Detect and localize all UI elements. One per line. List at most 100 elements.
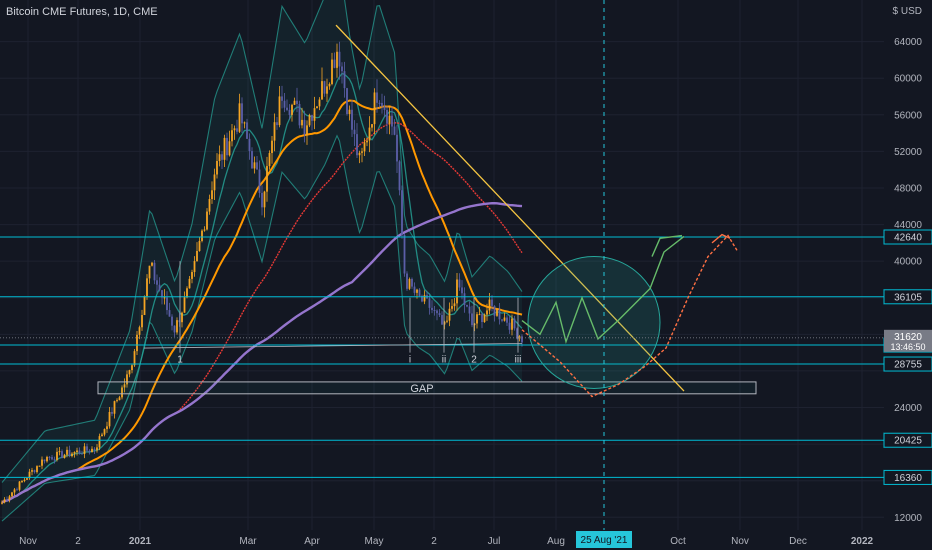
candle-body <box>446 320 448 322</box>
candle-body <box>373 92 376 125</box>
candle-body <box>466 304 468 307</box>
candle-body <box>468 306 471 314</box>
candle-body <box>266 166 268 192</box>
candle-body <box>36 466 38 473</box>
candle-body <box>383 106 386 110</box>
candle-body <box>483 314 486 323</box>
candle-body <box>291 104 293 115</box>
candle-body <box>341 66 343 72</box>
candle-body <box>253 162 256 169</box>
candle-body <box>411 278 413 287</box>
candle-body <box>406 273 408 289</box>
candle-body <box>398 161 401 191</box>
candle-body <box>58 451 61 453</box>
candle-body <box>163 297 166 299</box>
candle-body <box>363 142 366 152</box>
candle-body <box>441 315 443 325</box>
projection-path-green <box>521 235 685 345</box>
candle-body <box>73 452 76 454</box>
currency-code: USD <box>900 6 922 17</box>
candle-body <box>296 100 298 104</box>
candle-body <box>283 100 286 108</box>
candle-body <box>256 162 258 170</box>
candle-body <box>328 83 331 87</box>
candle-body <box>8 496 11 500</box>
candle-body <box>258 169 261 193</box>
level-tag-text: 42640 <box>894 233 922 244</box>
candle-body <box>48 456 51 458</box>
candle-body <box>436 310 438 314</box>
candle-body <box>343 71 346 89</box>
candle-body <box>63 454 66 458</box>
candle-body <box>416 289 418 293</box>
candle-body <box>351 109 353 130</box>
candle-body <box>13 489 16 493</box>
candle-body <box>451 306 453 309</box>
candle-body <box>151 262 153 266</box>
level-tag-text: 36105 <box>894 292 922 303</box>
candle-body <box>448 308 451 321</box>
candle-body <box>376 92 378 103</box>
candle-body <box>401 190 403 235</box>
candle-body <box>303 119 306 135</box>
candle-body <box>418 289 421 296</box>
candle-body <box>371 124 373 128</box>
candle-body <box>61 451 63 458</box>
current-price-value: 31620 <box>894 332 922 343</box>
level-tag <box>883 432 932 448</box>
candle-body <box>126 374 128 385</box>
candle-body <box>323 81 326 94</box>
candle-body <box>203 229 206 231</box>
candle-body <box>268 153 271 167</box>
projection-zone <box>527 255 661 389</box>
candle-body <box>71 453 73 457</box>
level-tag <box>883 469 932 485</box>
candle-body <box>478 314 481 316</box>
ma-slow-line <box>1 202 523 504</box>
candle-body <box>113 401 116 414</box>
candle-body <box>176 320 178 333</box>
time-axis-bg <box>0 530 884 550</box>
candle-body <box>238 103 241 132</box>
candle-body <box>271 140 273 154</box>
candle-body <box>358 152 361 156</box>
candle-body <box>513 318 516 329</box>
candle-body <box>311 114 313 121</box>
candle-body <box>168 310 171 317</box>
candle-body <box>326 86 328 94</box>
currency-mark: $ <box>892 6 899 17</box>
candle-body <box>98 436 101 448</box>
candle-body <box>131 365 133 371</box>
level-tag <box>883 229 932 245</box>
projection-arrow-orange <box>711 233 731 244</box>
candle-body <box>246 122 248 139</box>
price-tick-label: 60000 <box>894 74 922 85</box>
candle-body <box>273 122 276 141</box>
level-tag-text: 28755 <box>894 360 922 371</box>
candle-body <box>336 51 338 68</box>
candle-body <box>491 299 493 306</box>
bollinger-lower <box>1 134 523 522</box>
candle-body <box>53 459 56 461</box>
level-tag-text: 16360 <box>894 473 922 484</box>
candle-body <box>228 141 231 156</box>
time-tick-label: Mar <box>239 536 257 547</box>
candle-body <box>23 479 26 482</box>
candle-body <box>388 115 391 124</box>
candle-body <box>123 384 126 388</box>
candle-body <box>423 295 426 302</box>
candle-body <box>471 313 473 326</box>
candle-body <box>308 114 311 126</box>
candle-body <box>68 449 71 457</box>
time-tick-label: Jul <box>488 536 501 547</box>
candle-body <box>476 314 478 324</box>
candle-body <box>278 96 281 126</box>
wave-label: iii <box>515 355 522 366</box>
candle-body <box>223 137 226 160</box>
candle-body <box>346 88 348 114</box>
candle-body <box>263 191 266 208</box>
candle-body <box>391 115 393 127</box>
candle-body <box>191 272 193 279</box>
candle-body <box>86 446 88 451</box>
